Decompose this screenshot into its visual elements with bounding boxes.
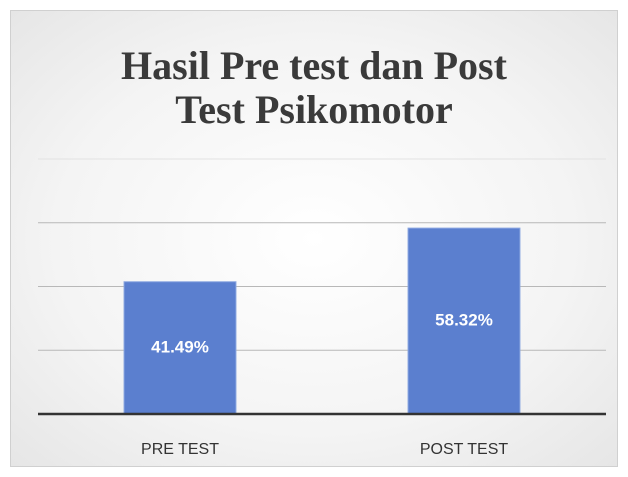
bar xyxy=(123,281,237,415)
chart-title: Hasil Pre test dan Post Test Psikomotor xyxy=(121,43,507,132)
data-label: 58.32% xyxy=(435,311,493,330)
x-tick-label: POST TEST xyxy=(420,441,509,458)
data-label: 41.49% xyxy=(151,337,209,356)
x-tick-label: PRE TEST xyxy=(141,441,219,458)
